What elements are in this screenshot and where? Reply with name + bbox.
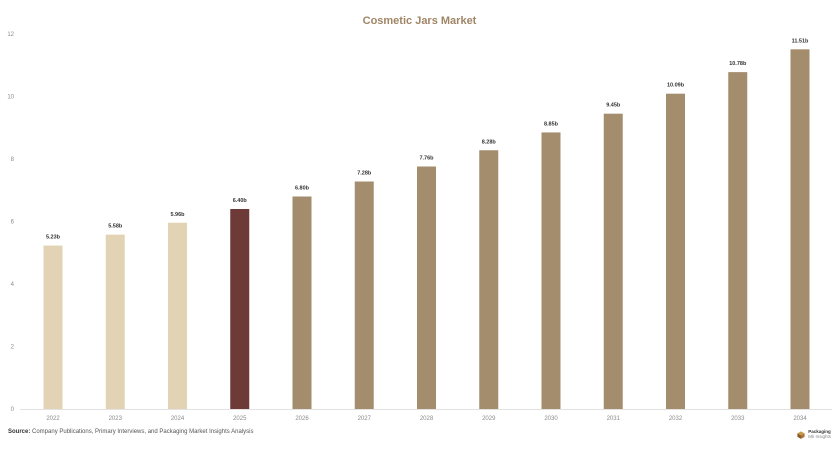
logo-text: Packaging Mk Insights (808, 429, 831, 439)
bar (728, 72, 748, 409)
data-label: 8.28b (482, 139, 497, 145)
data-label: 5.58b (108, 224, 123, 230)
x-tick-label: 2022 (46, 416, 60, 422)
bar (43, 245, 63, 409)
data-label: 10.09b (667, 83, 685, 89)
y-tick-label: 12 (7, 32, 14, 38)
bar (230, 209, 250, 409)
x-tick-label: 2033 (731, 416, 745, 422)
x-tick-label: 2023 (109, 416, 123, 422)
bar (292, 196, 312, 409)
bar (168, 222, 187, 409)
x-tick-label: 2024 (171, 416, 185, 422)
data-label: 8.85b (544, 121, 559, 127)
y-tick-label: 8 (11, 157, 15, 163)
bar (354, 181, 374, 409)
bar (666, 93, 685, 409)
source-text: Company Publications, Primary Interviews… (32, 429, 254, 435)
bar (417, 166, 436, 409)
x-tick-label: 2031 (607, 416, 621, 422)
y-tick-label: 2 (11, 345, 15, 351)
bar (541, 132, 561, 409)
data-label: 7.28b (357, 171, 372, 177)
logo-name: Packaging (808, 429, 831, 434)
y-tick-label: 4 (11, 282, 15, 288)
data-label: 6.80b (295, 186, 310, 192)
logo-subtitle: Mk Insights (808, 433, 831, 439)
x-tick-label: 2029 (482, 416, 496, 422)
x-tick-label: 2028 (420, 416, 434, 422)
data-label: 5.23b (46, 235, 61, 241)
data-label: 10.78b (729, 61, 747, 67)
data-label: 7.76b (419, 156, 434, 162)
y-tick-label: 0 (11, 407, 15, 413)
data-label: 9.45b (606, 103, 621, 109)
chart-title: Cosmetic Jars Market (362, 15, 477, 27)
x-tick-label: 2034 (793, 416, 807, 422)
x-tick-label: 2032 (669, 416, 683, 422)
bar (790, 49, 810, 409)
y-tick-label: 10 (7, 95, 14, 101)
x-tick-label: 2025 (233, 416, 247, 422)
y-tick-label: 6 (11, 220, 15, 226)
source-label: Source: (8, 429, 31, 435)
bar (603, 113, 623, 409)
bar (105, 234, 125, 409)
data-label: 6.40b (233, 198, 248, 204)
cube-logo-icon (797, 430, 805, 439)
data-label: 11.51b (792, 38, 809, 44)
x-tick-label: 2027 (358, 416, 372, 422)
brand-logo: Packaging Mk Insights (797, 429, 831, 439)
x-tick-label: 2030 (544, 416, 558, 422)
data-label: 5.96b (170, 212, 185, 218)
bar (479, 150, 499, 409)
x-tick-label: 2026 (295, 416, 309, 422)
source-note: Source: Company Publications, Primary In… (8, 429, 253, 435)
